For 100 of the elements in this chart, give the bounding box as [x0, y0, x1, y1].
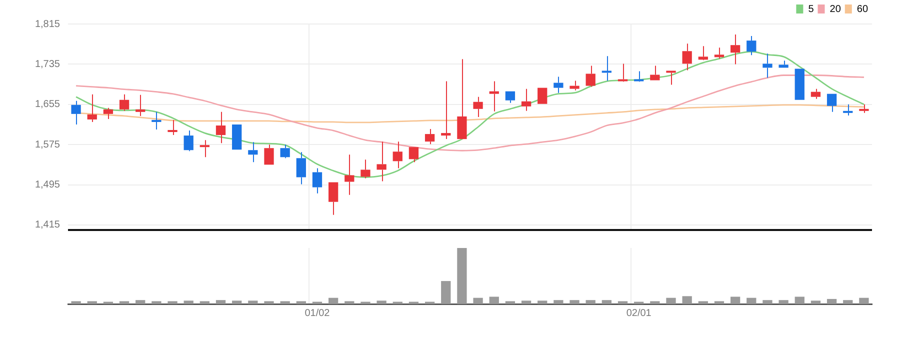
bar	[232, 300, 242, 304]
candlestick	[264, 144, 274, 165]
bar	[826, 298, 837, 304]
candlestick	[152, 111, 162, 130]
y-tick-label: 1,495	[34, 180, 60, 191]
bar	[730, 296, 740, 304]
bar	[87, 301, 97, 304]
candlestick	[376, 141, 386, 182]
bar	[538, 300, 548, 304]
candlestick	[650, 65, 660, 80]
bar	[810, 300, 821, 304]
bar	[843, 300, 853, 304]
bar	[602, 300, 612, 304]
x-tick-label: 02/01	[626, 308, 652, 319]
candlestick	[392, 141, 402, 169]
bar	[714, 301, 724, 304]
candlestick	[586, 65, 596, 88]
candlestick	[602, 56, 612, 82]
candlestick	[859, 104, 869, 114]
candlestick	[216, 111, 226, 144]
bar	[650, 301, 660, 304]
legend-label: 5	[808, 4, 814, 15]
bar	[184, 300, 194, 304]
candlestick	[826, 94, 837, 112]
candlestick	[666, 70, 676, 86]
candlestick	[103, 107, 114, 120]
candlestick	[698, 46, 708, 60]
bar	[698, 301, 708, 304]
bar	[248, 300, 258, 304]
bar	[762, 300, 772, 304]
candlestick	[634, 70, 644, 82]
bar	[666, 298, 676, 304]
candlestick	[570, 80, 580, 91]
candlestick	[473, 96, 483, 118]
bar	[216, 300, 226, 304]
candlestick	[618, 63, 628, 82]
candlestick	[408, 147, 419, 163]
candlestick	[810, 88, 821, 100]
bar	[264, 301, 274, 304]
candlestick	[360, 159, 370, 179]
bar	[152, 301, 162, 304]
candlestick	[682, 43, 692, 71]
candlestick	[457, 58, 467, 140]
y-tick-label: 1,655	[34, 99, 60, 110]
candlestick	[424, 128, 435, 145]
legend-label: 60	[856, 4, 868, 15]
y-tick-label: 1,575	[34, 139, 60, 150]
bar	[746, 298, 756, 304]
y-tick-label: 1,415	[34, 220, 60, 231]
candlestick	[200, 140, 210, 158]
candlestick	[762, 53, 772, 78]
bar	[344, 301, 354, 304]
candlestick	[843, 104, 853, 116]
candlestick	[312, 168, 322, 194]
bar	[618, 301, 628, 304]
candlestick	[328, 182, 338, 216]
bar	[473, 298, 483, 304]
candlestick	[441, 80, 451, 140]
bar	[521, 300, 532, 304]
bar	[554, 300, 564, 304]
candlestick	[489, 80, 499, 112]
bar	[505, 301, 516, 304]
candlestick	[505, 91, 516, 104]
candlestick	[71, 100, 81, 125]
bar	[200, 301, 210, 304]
y-tick-label: 1,815	[34, 18, 60, 30]
bar	[457, 248, 467, 304]
y-tick-label: 1,735	[34, 58, 60, 70]
bar	[136, 300, 146, 304]
bar	[489, 296, 499, 304]
bar	[570, 300, 580, 304]
x-tick-label: 01/02	[304, 308, 330, 319]
candlestick	[168, 119, 178, 136]
candlestick	[778, 60, 788, 68]
bar	[119, 301, 130, 304]
bar	[280, 301, 290, 304]
bar	[778, 300, 788, 304]
bar	[586, 300, 596, 304]
bar	[682, 296, 692, 304]
candlestick	[119, 94, 130, 112]
candlestick	[344, 154, 354, 196]
bar	[328, 298, 338, 304]
candlestick	[730, 34, 740, 65]
bar	[168, 301, 178, 304]
candlestick	[280, 144, 290, 159]
bar	[376, 300, 386, 304]
candlestick	[554, 76, 564, 94]
candlestick	[184, 130, 194, 152]
legend-label: 20	[830, 4, 842, 15]
candlestick	[136, 94, 146, 116]
bar	[441, 281, 451, 304]
bar	[794, 296, 804, 304]
candlestick	[87, 94, 97, 122]
bar	[859, 298, 869, 304]
candlestick	[746, 36, 756, 56]
candlestick	[714, 47, 724, 60]
bar	[296, 301, 306, 304]
bar	[71, 301, 81, 304]
candlestick	[521, 88, 532, 112]
candlestick	[296, 152, 306, 185]
